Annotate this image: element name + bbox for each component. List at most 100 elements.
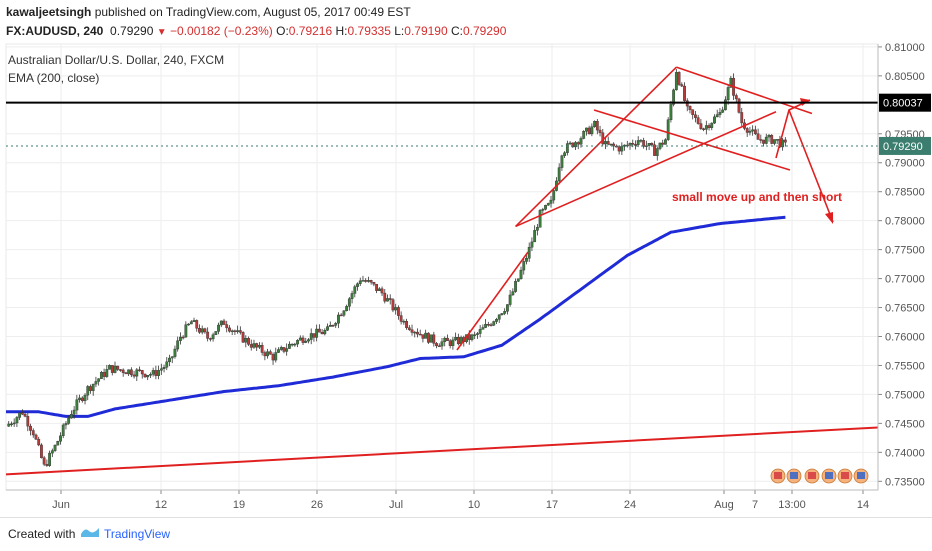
arrow-down-head <box>825 212 833 224</box>
candle-body <box>334 323 338 326</box>
candle <box>217 322 220 335</box>
candle <box>83 393 87 405</box>
candle-body <box>206 331 210 339</box>
candle <box>522 257 526 275</box>
open-value: 0.79216 <box>288 24 333 38</box>
candle <box>718 107 722 118</box>
candle <box>121 368 125 377</box>
candle-body <box>10 423 13 426</box>
candle <box>105 364 109 378</box>
candle-body <box>655 148 659 156</box>
candle <box>290 343 294 347</box>
candle <box>432 331 436 347</box>
candle-body <box>677 72 681 85</box>
candle <box>756 128 760 140</box>
chart-axes: 0.810000.805000.795000.790000.785000.780… <box>6 42 931 511</box>
candle <box>75 394 79 415</box>
flag-inner <box>808 472 816 479</box>
candle-body <box>59 435 62 442</box>
candle <box>252 339 256 349</box>
candle <box>394 303 398 315</box>
tradingview-logo-icon[interactable] <box>80 525 100 539</box>
candle-body <box>203 328 207 333</box>
candle-body <box>767 135 771 138</box>
author-name[interactable]: kawaljeetsingh <box>6 5 92 19</box>
candle <box>456 333 460 346</box>
candle-body <box>350 293 354 299</box>
candle <box>508 290 512 307</box>
candle <box>552 187 556 204</box>
candle <box>713 114 716 125</box>
candle <box>225 320 229 333</box>
candle <box>339 313 343 317</box>
open-label: O: <box>276 24 289 38</box>
candle-body <box>241 332 245 343</box>
candle <box>320 329 324 335</box>
candle-body <box>31 430 35 436</box>
candle <box>734 93 738 104</box>
candle <box>178 332 182 345</box>
candle <box>132 370 136 379</box>
candle <box>113 361 117 374</box>
candle <box>606 136 610 146</box>
candle <box>184 321 188 338</box>
candle <box>514 278 517 293</box>
candle-body <box>40 444 43 458</box>
candle <box>418 329 422 336</box>
symbol-label: FX:AUDUSD, 240 <box>6 24 104 38</box>
candle <box>655 147 659 161</box>
candle-body <box>647 143 651 146</box>
candle-body <box>658 142 662 149</box>
candle <box>612 142 616 151</box>
candle <box>497 314 501 323</box>
candle-body <box>200 328 204 333</box>
candle-body <box>211 334 215 340</box>
candle <box>301 335 305 345</box>
candle-body <box>23 414 27 417</box>
candle <box>541 207 545 214</box>
candle-body <box>296 340 299 345</box>
candle-body <box>604 141 607 145</box>
candle-body <box>781 139 785 148</box>
candle-body <box>756 133 760 140</box>
candle-body <box>380 288 384 294</box>
candle <box>99 370 103 379</box>
event-flags[interactable] <box>770 468 869 484</box>
candle-body <box>97 378 101 382</box>
published-text: published on TradingView.com, August 05,… <box>91 5 411 19</box>
candle <box>23 411 27 418</box>
candle <box>484 319 487 329</box>
flag-inner <box>774 472 782 479</box>
candle-body <box>140 370 144 375</box>
candle-body <box>282 347 286 352</box>
candle <box>211 332 215 342</box>
tradingview-brand[interactable]: TradingView <box>104 527 171 541</box>
candle <box>323 328 327 336</box>
plot-area <box>5 43 879 491</box>
candle-body <box>268 351 272 355</box>
candle-body <box>61 424 65 436</box>
candle-body <box>383 292 387 302</box>
candle-body <box>255 343 259 348</box>
candle-body <box>149 374 152 376</box>
candle <box>525 254 528 265</box>
candle-body <box>228 327 231 332</box>
candle-body <box>367 280 370 282</box>
candle <box>127 369 131 377</box>
candle <box>369 279 373 285</box>
candle <box>383 288 387 304</box>
last-price: 0.79290 <box>110 24 154 38</box>
y-tick-label: 0.77500 <box>885 245 925 257</box>
price-chart[interactable]: 0.810000.805000.795000.790000.785000.780… <box>0 42 932 517</box>
candle-body <box>530 241 534 248</box>
candle <box>263 350 267 361</box>
candle-body <box>86 386 90 396</box>
candle <box>391 298 395 313</box>
candle-body <box>443 337 447 342</box>
candle <box>271 352 275 365</box>
impulse-line <box>456 251 529 351</box>
candle <box>407 325 411 331</box>
arrow-down-path <box>788 109 834 223</box>
candle-body <box>399 315 403 322</box>
candle-body <box>279 347 283 350</box>
